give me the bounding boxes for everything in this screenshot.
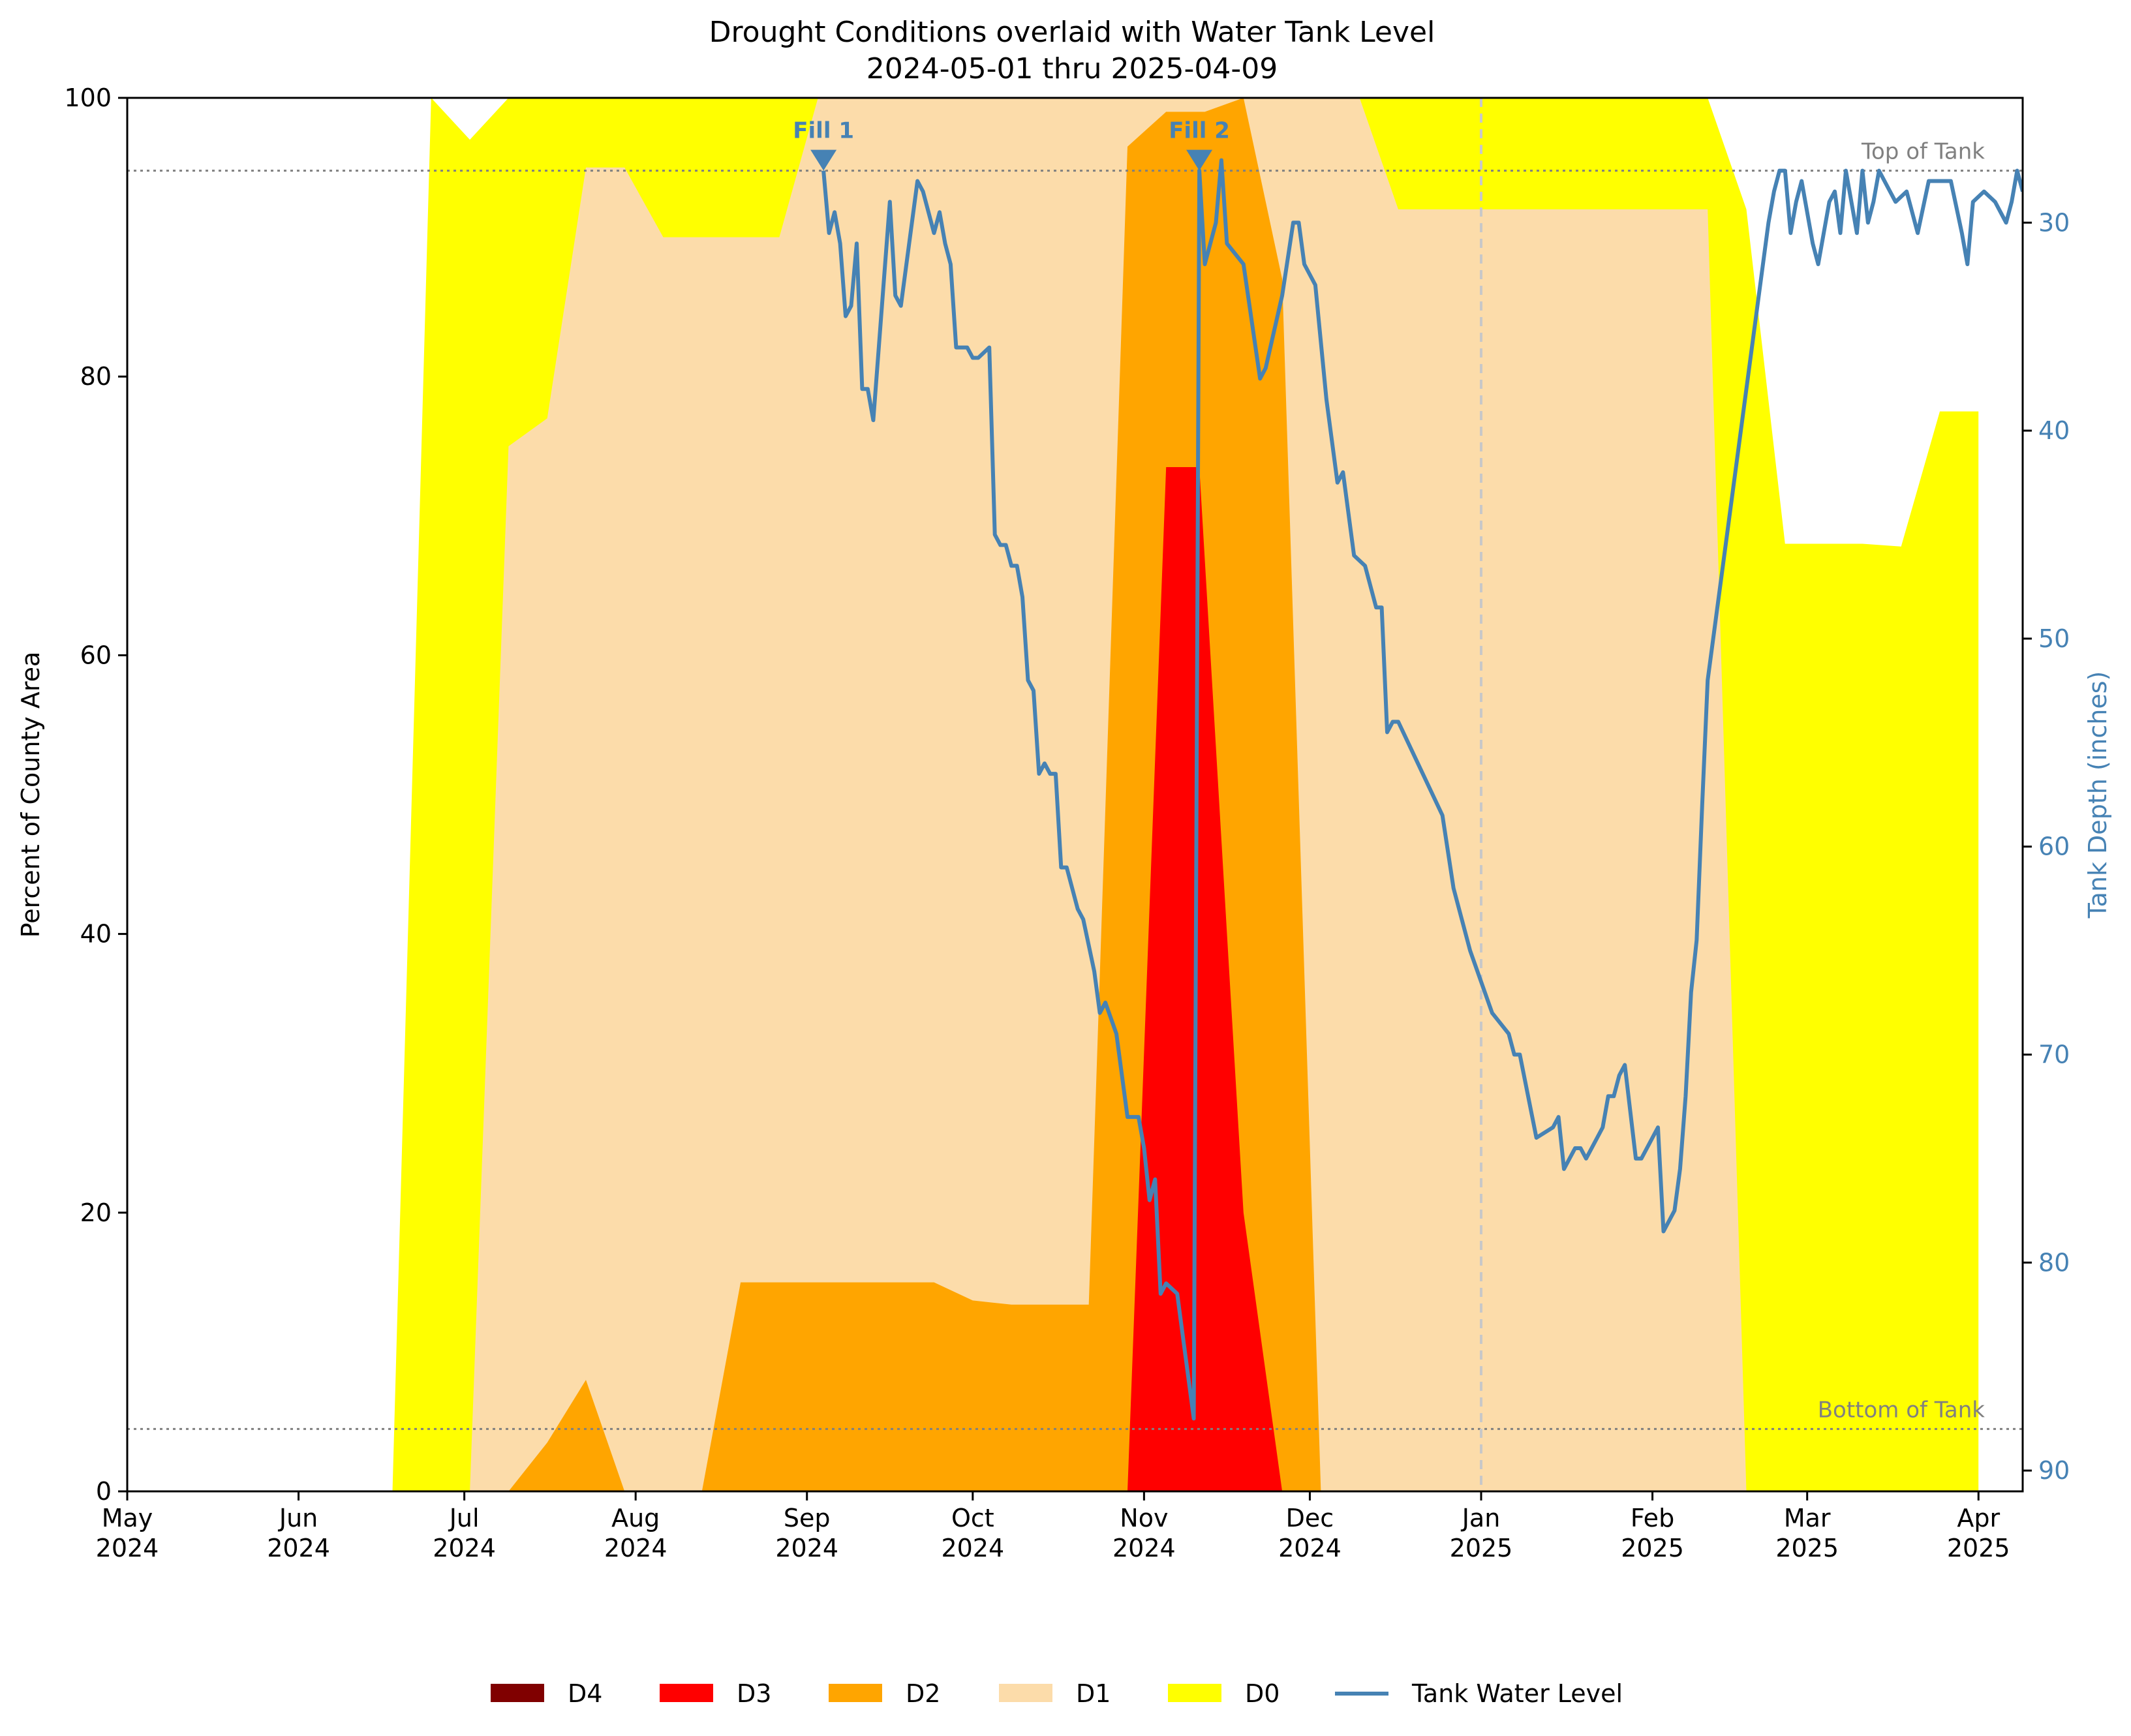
x-tick-label: Aug xyxy=(611,1504,660,1532)
legend-swatch xyxy=(829,1684,882,1702)
y2-tick-label: 80 xyxy=(2038,1248,2070,1277)
x-tick-label: 2024 xyxy=(604,1534,667,1562)
tank-water-level-line xyxy=(821,158,2023,1421)
fill-marker-triangle xyxy=(810,149,837,171)
fill-markers: Fill 1 Fill 2 xyxy=(793,118,1230,171)
x-tick-label: 2025 xyxy=(1621,1534,1684,1562)
x-tick-label: Mar xyxy=(1784,1504,1831,1532)
y2-tick-label: 60 xyxy=(2038,832,2070,861)
y-tick-label: 40 xyxy=(80,920,112,949)
reference-label: Top of Tank xyxy=(1861,139,1985,165)
y-tick-label: 80 xyxy=(80,362,112,391)
x-tick-label: 2025 xyxy=(1450,1534,1513,1562)
legend-label: D1 xyxy=(1076,1679,1111,1708)
y2-tick-label: 50 xyxy=(2038,624,2070,653)
area-d2 xyxy=(508,98,1321,1491)
x-tick-label: Sep xyxy=(784,1504,831,1532)
y2-tick-label: 90 xyxy=(2038,1456,2070,1485)
x-axis: May2024Jun2024Jul2024Aug2024Sep2024Oct20… xyxy=(96,1491,2010,1562)
fill-marker-label: Fill 1 xyxy=(793,118,854,144)
x-tick-label: 2024 xyxy=(433,1534,496,1562)
x-tick-label: Apr xyxy=(1957,1504,2000,1532)
x-tick-label: 2024 xyxy=(1112,1534,1176,1562)
legend-label: D3 xyxy=(737,1679,771,1708)
legend: D4 D3 D2 D1 D0 Tank Water Level xyxy=(491,1679,1623,1708)
area-d3 xyxy=(1127,467,1283,1491)
x-tick-label: 2024 xyxy=(267,1534,330,1562)
x-tick-label: Dec xyxy=(1286,1504,1334,1532)
legend-label: Tank Water Level xyxy=(1411,1679,1623,1708)
legend-swatch xyxy=(999,1684,1052,1702)
y-axis-left: 0 20 40 60 80 100 xyxy=(64,84,127,1506)
legend-label: D2 xyxy=(906,1679,940,1708)
plot-area: Top of Tank Bottom of Tank Fill 1 Fill 2 xyxy=(127,98,2023,1491)
legend-label: D0 xyxy=(1245,1679,1280,1708)
reference-label: Bottom of Tank xyxy=(1818,1397,1985,1423)
y2-tick-label: 40 xyxy=(2038,416,2070,445)
fill-marker-triangle xyxy=(1186,149,1213,171)
x-tick-label: 2024 xyxy=(775,1534,838,1562)
legend-swatch xyxy=(491,1684,544,1702)
x-tick-label: 2025 xyxy=(1947,1534,2010,1562)
y2-tick-label: 70 xyxy=(2038,1041,2070,1069)
chart-subtitle: 2024-05-01 thru 2025-04-09 xyxy=(866,52,1278,85)
y-axis-right: 30 40 50 60 70 80 90 xyxy=(2023,208,2070,1485)
x-tick-label: 2024 xyxy=(1278,1534,1341,1562)
x-tick-label: Nov xyxy=(1120,1504,1168,1532)
x-tick-label: Oct xyxy=(951,1504,994,1532)
legend-swatch xyxy=(660,1684,713,1702)
y-tick-label: 100 xyxy=(64,84,112,112)
y-tick-label: 20 xyxy=(80,1198,112,1227)
drought-areas xyxy=(392,98,1979,1491)
x-tick-label: May xyxy=(102,1504,153,1532)
x-tick-label: 2024 xyxy=(941,1534,1004,1562)
tank-line-layer xyxy=(821,158,2023,1421)
y-tick-label: 0 xyxy=(96,1477,112,1506)
fill-marker-label: Fill 2 xyxy=(1169,118,1230,144)
x-tick-label: Jan xyxy=(1461,1504,1501,1532)
plot-frame xyxy=(126,97,2024,1493)
x-tick-label: Feb xyxy=(1631,1504,1674,1532)
x-tick-label: Jun xyxy=(278,1504,318,1532)
y-tick-label: 60 xyxy=(80,641,112,669)
reference-lines: Top of Tank Bottom of Tank xyxy=(127,98,2023,1491)
y2-tick-label: 30 xyxy=(2038,208,2070,237)
y-axis-label: Percent of County Area xyxy=(16,652,45,938)
x-tick-label: 2025 xyxy=(1775,1534,1839,1562)
x-tick-label: Jul xyxy=(448,1504,480,1532)
chart-title: Drought Conditions overlaid with Water T… xyxy=(709,16,1435,49)
x-tick-label: 2024 xyxy=(96,1534,159,1562)
legend-label: D4 xyxy=(568,1679,602,1708)
legend-swatch xyxy=(1168,1684,1221,1702)
y2-axis-label: Tank Depth (inches) xyxy=(2083,671,2112,919)
